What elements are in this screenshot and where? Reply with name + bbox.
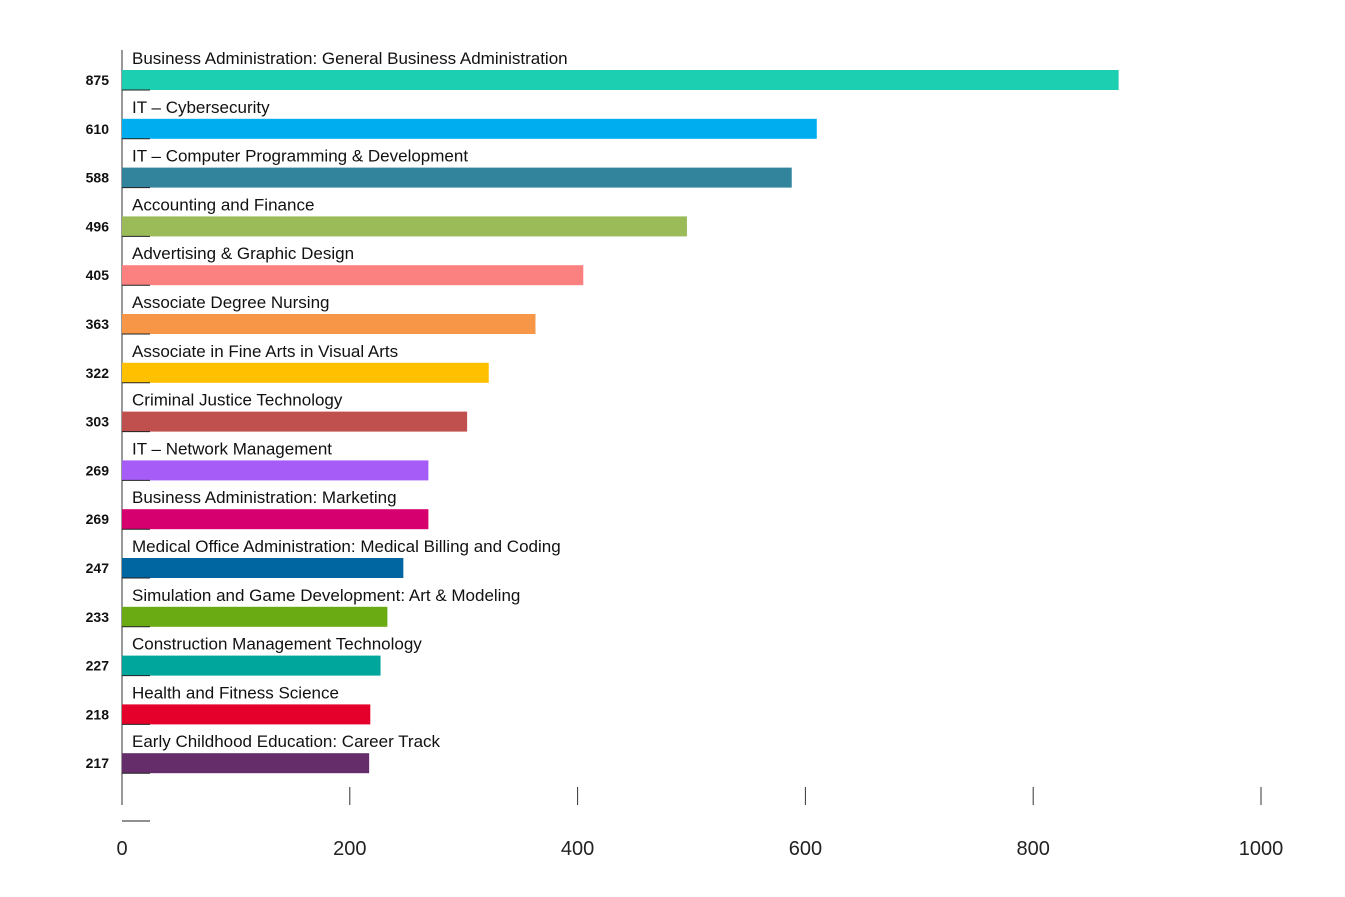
- category-label: IT – Network Management: [132, 439, 332, 458]
- value-label: 227: [86, 658, 110, 674]
- bar: [122, 606, 388, 627]
- category-label: IT – Cybersecurity: [132, 98, 270, 117]
- bar: [122, 509, 429, 530]
- category-label: Associate Degree Nursing: [132, 293, 329, 312]
- category-label: Accounting and Finance: [132, 195, 314, 214]
- category-label: Simulation and Game Development: Art & M…: [132, 586, 520, 605]
- x-tick-label: 800: [1017, 838, 1050, 860]
- category-label: Criminal Justice Technology: [132, 391, 343, 410]
- category-label: Associate in Fine Arts in Visual Arts: [132, 342, 398, 361]
- category-label: Early Childhood Education: Career Track: [132, 732, 441, 751]
- value-label: 875: [86, 72, 110, 88]
- value-label: 269: [86, 511, 110, 527]
- value-label: 269: [86, 462, 110, 478]
- value-label: 363: [86, 316, 110, 332]
- bar: [122, 314, 536, 334]
- bar: [122, 411, 468, 432]
- value-label: 496: [86, 218, 110, 234]
- bar: [122, 70, 1119, 90]
- value-label: 405: [86, 267, 110, 283]
- category-label: Business Administration: General Busines…: [132, 49, 568, 68]
- bar: [122, 216, 687, 237]
- value-label: 233: [86, 609, 110, 625]
- value-label: 588: [86, 170, 110, 186]
- bar: [122, 655, 381, 676]
- value-label: 322: [86, 365, 110, 381]
- bar: [122, 118, 817, 139]
- value-label: 303: [86, 414, 110, 430]
- bar: [122, 558, 404, 578]
- bar: [122, 460, 429, 481]
- bar: [122, 704, 371, 725]
- x-tick-label: 600: [789, 838, 822, 860]
- category-label: Advertising & Graphic Design: [132, 244, 354, 263]
- category-label: Construction Management Technology: [132, 635, 422, 654]
- value-label: 217: [86, 755, 110, 771]
- bar: [122, 362, 489, 383]
- value-label: 247: [86, 560, 110, 576]
- value-label: 610: [86, 121, 110, 137]
- x-tick-label: 400: [561, 838, 594, 860]
- x-tick-label: 1000: [1239, 838, 1284, 860]
- x-tick-label: 200: [333, 838, 366, 860]
- bar: [122, 167, 792, 188]
- category-label: Business Administration: Marketing: [132, 488, 397, 507]
- value-label: 218: [86, 706, 110, 722]
- category-label: IT – Computer Programming & Development: [132, 147, 468, 166]
- category-label: Health and Fitness Science: [132, 683, 339, 702]
- x-tick-label: 0: [116, 838, 127, 860]
- category-label: Medical Office Administration: Medical B…: [132, 537, 561, 556]
- bar: [122, 265, 584, 286]
- bar: [122, 753, 370, 774]
